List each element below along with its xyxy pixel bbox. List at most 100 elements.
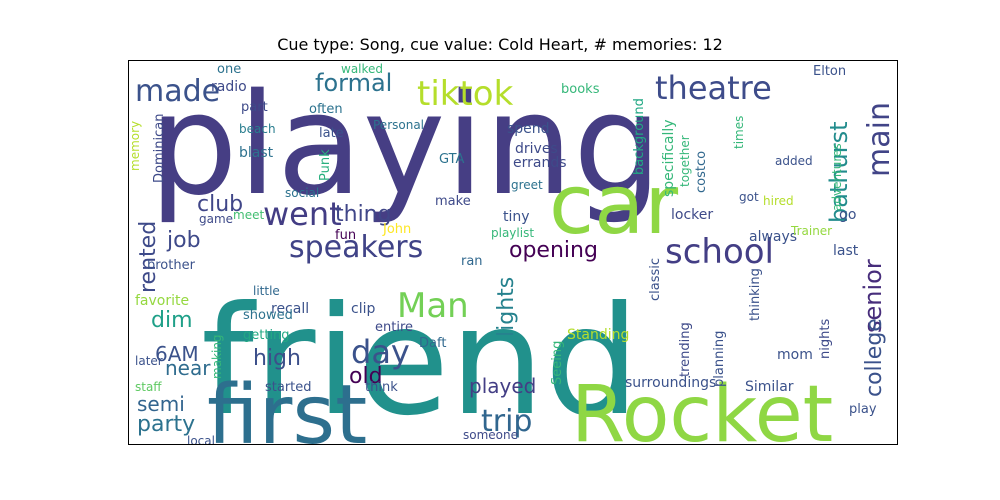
word-often: often	[309, 102, 343, 117]
word-trainer: Trainer	[790, 224, 832, 238]
word-fun: fun	[335, 228, 356, 243]
word-surroundings: surroundings	[625, 375, 716, 391]
word-car: car	[549, 158, 678, 253]
wordcloud-frame: playing friend first Rocket car school theatre…	[128, 60, 898, 445]
word-trip: trip	[481, 404, 532, 439]
word-late: late	[319, 126, 344, 141]
word-first: first	[207, 368, 367, 444]
word-spend: spend	[507, 121, 550, 137]
word-planning: planning	[712, 331, 727, 387]
word-job: job	[166, 228, 201, 253]
word-memory: memory	[129, 121, 142, 171]
word-adventures: adventures	[830, 143, 844, 211]
word-favorite: favorite	[135, 293, 189, 309]
word-mom: mom	[777, 347, 813, 363]
word-college: college	[862, 318, 887, 397]
word-rented: rented	[136, 221, 161, 293]
word-play: play	[849, 402, 877, 417]
word-staff: staff	[135, 380, 162, 394]
word-rocket: Rocket	[571, 370, 833, 444]
word-part: part	[241, 100, 268, 115]
word-making: making	[210, 334, 224, 379]
word-speakers: speakers	[289, 230, 423, 265]
word-day: day	[351, 333, 410, 371]
word-near: near	[165, 356, 211, 380]
word-beach: beach	[239, 122, 276, 136]
word-game: game	[199, 212, 233, 226]
word-getting: getting	[243, 328, 290, 343]
word-club: club	[197, 192, 243, 217]
word-made: made	[135, 74, 220, 109]
word-local: local	[187, 434, 215, 444]
word-locker: locker	[671, 207, 713, 223]
word-think: think	[365, 380, 398, 395]
word-seeing: Seeing	[550, 341, 565, 385]
word-personal: Personal	[373, 118, 424, 132]
word-similar: Similar	[745, 379, 794, 395]
word-go: go	[839, 207, 856, 223]
word-recall: recall	[271, 301, 309, 317]
word-daft: Daft	[419, 336, 446, 351]
word-theatre: theatre	[655, 69, 772, 107]
word-background: background	[632, 98, 647, 175]
word-school: school	[665, 232, 774, 272]
word-times: times	[732, 116, 746, 149]
word-little: little	[253, 284, 280, 298]
word-playing: playing	[149, 64, 662, 227]
word-radio: radio	[211, 79, 247, 95]
word-drives: drives	[515, 141, 558, 157]
word-one: one	[217, 62, 241, 77]
word-tiny: tiny	[503, 209, 530, 225]
word-books: books	[561, 82, 600, 97]
word-classic: classic	[648, 258, 663, 301]
word-john: John	[382, 222, 411, 237]
word-friend: friend	[201, 275, 640, 444]
word-ran: ran	[461, 254, 483, 269]
word-tiktok: tiktok	[417, 74, 514, 114]
word-gta: GTA	[439, 152, 465, 167]
word-hired: hired	[763, 194, 794, 208]
word-played: played	[469, 374, 536, 398]
word-6am: 6AM	[155, 342, 199, 366]
word-walked: walked	[341, 62, 383, 76]
word-blast: blast	[239, 145, 274, 161]
word-formal: formal	[315, 69, 392, 97]
chart-title: Cue type: Song, cue value: Cold Heart, #…	[277, 35, 723, 54]
word-specifically: specifically	[661, 119, 677, 197]
word-greet: greet	[511, 178, 543, 192]
word-trending: trending	[678, 322, 693, 377]
word-thing: thing	[335, 202, 392, 227]
word-playlist: playlist	[491, 226, 534, 240]
word-last: last	[833, 243, 859, 259]
word-high: high	[253, 346, 301, 371]
word-got: got	[739, 190, 759, 204]
word-always: always	[749, 229, 797, 245]
word-elton: Elton	[813, 64, 846, 79]
word-old: old	[349, 364, 383, 389]
word-make: make	[435, 194, 471, 209]
word-party: party	[137, 412, 195, 437]
word-thinking: thinking	[748, 268, 763, 321]
word-showed: showed	[243, 308, 293, 323]
word-lights: lights	[494, 277, 519, 337]
word-punk: Punk	[318, 149, 333, 181]
word-together: together	[678, 135, 692, 187]
word-standing: Standing	[567, 327, 629, 343]
word-later: later	[135, 354, 163, 368]
word-brother: brother	[147, 258, 196, 273]
word-bathurst: bathurst	[825, 121, 853, 223]
word-dim: dim	[151, 308, 193, 333]
word-errands: errands	[513, 155, 567, 171]
word-went: went	[263, 195, 342, 233]
word-social: social	[285, 186, 319, 200]
word-entire: entire	[375, 320, 413, 335]
word-clip: clip	[351, 301, 375, 317]
word-added: added	[775, 154, 813, 168]
word-senior: senior	[859, 259, 887, 333]
word-started: started	[265, 380, 312, 395]
word-main: main	[862, 102, 897, 177]
word-nights: nights	[818, 319, 833, 359]
word-dominican: Dominican	[152, 114, 167, 183]
